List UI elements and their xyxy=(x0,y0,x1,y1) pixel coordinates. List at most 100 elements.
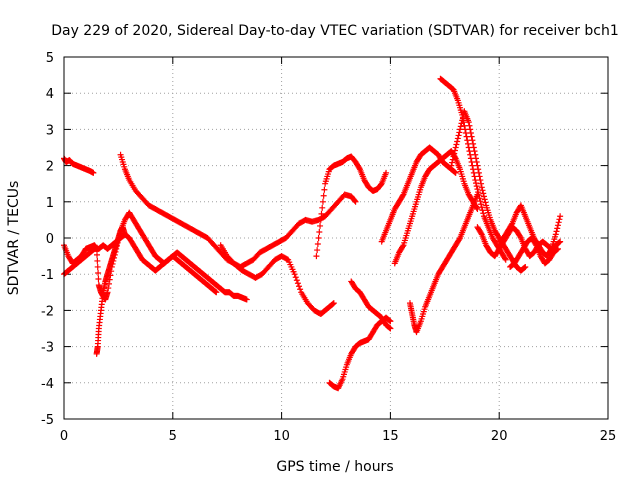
data-point xyxy=(294,280,301,287)
data-point xyxy=(284,256,291,263)
data-point xyxy=(317,216,324,223)
series-trace-7 xyxy=(313,153,390,260)
data-point xyxy=(476,195,483,202)
data-point xyxy=(456,129,463,136)
data-point xyxy=(482,199,489,206)
data-point xyxy=(462,130,469,137)
data-point xyxy=(479,187,486,194)
data-point xyxy=(94,263,101,270)
data-point xyxy=(477,198,484,205)
data-point xyxy=(473,158,480,165)
data-point xyxy=(467,155,474,162)
x-tick-label: 20 xyxy=(491,429,508,444)
data-point xyxy=(459,117,466,124)
data-point xyxy=(474,186,481,193)
data-point xyxy=(475,189,482,196)
data-point xyxy=(451,150,458,157)
data-point xyxy=(478,180,485,187)
data-point xyxy=(450,153,457,160)
data-point xyxy=(473,183,480,190)
axis-ticks: -5 -4 -3 -2 -1 0 1 2 3 4 5 0 5 10 15 20 25 xyxy=(41,51,616,444)
data-point xyxy=(472,177,479,184)
series-trace-6 xyxy=(217,242,337,318)
data-point xyxy=(351,197,358,204)
data-point xyxy=(313,253,320,260)
data-point xyxy=(502,255,509,262)
y-tick-label: 0 xyxy=(46,232,54,247)
data-point xyxy=(472,151,479,158)
data-point xyxy=(121,231,128,238)
data-point xyxy=(317,222,324,229)
data-point xyxy=(387,318,394,325)
data-point xyxy=(479,207,486,214)
data-point xyxy=(296,283,303,290)
data-point xyxy=(554,222,561,229)
data-point xyxy=(467,151,474,158)
y-tick-label: 5 xyxy=(46,51,54,66)
data-point xyxy=(449,159,456,166)
y-tick-label: -2 xyxy=(41,304,54,319)
data-point xyxy=(213,289,220,296)
data-point xyxy=(386,324,393,331)
data-point xyxy=(554,225,561,232)
data-point xyxy=(315,235,322,241)
data-point xyxy=(471,148,478,155)
data-point xyxy=(319,204,326,211)
data-point xyxy=(90,169,97,176)
data-point xyxy=(454,135,461,142)
y-tick-label: -5 xyxy=(41,413,54,428)
data-point xyxy=(292,274,299,281)
data-point xyxy=(555,219,562,226)
data-point xyxy=(106,276,113,283)
data-point xyxy=(321,186,328,193)
data-point xyxy=(552,231,559,238)
data-point xyxy=(468,158,475,165)
data-point xyxy=(471,173,478,180)
y-tick-label: 2 xyxy=(46,160,54,175)
data-point xyxy=(451,169,458,176)
data-point xyxy=(557,213,564,220)
data-point xyxy=(386,317,393,324)
data-point xyxy=(95,276,102,283)
data-point xyxy=(532,241,539,248)
data-point xyxy=(320,192,327,199)
x-tick-label: 0 xyxy=(60,429,68,444)
data-point xyxy=(466,148,473,155)
series-trace-4 xyxy=(93,224,128,357)
y-tick-label: -4 xyxy=(41,377,54,392)
data-point xyxy=(522,263,529,270)
data-point xyxy=(465,119,472,126)
data-point xyxy=(399,192,406,199)
data-point xyxy=(468,133,475,140)
data-point xyxy=(453,141,460,148)
data-point xyxy=(480,190,487,197)
data-point xyxy=(454,138,461,145)
data-point xyxy=(399,243,406,250)
data-point xyxy=(105,285,112,292)
data-point xyxy=(470,144,477,151)
data-point xyxy=(469,137,476,144)
data-point xyxy=(293,277,300,284)
data-point xyxy=(478,201,485,208)
data-point xyxy=(94,251,101,258)
data-point xyxy=(475,166,482,173)
x-axis-label: GPS time / hours xyxy=(276,459,393,475)
data-series xyxy=(61,75,564,392)
y-tick-label: -3 xyxy=(41,341,54,356)
x-tick-label: 10 xyxy=(273,429,290,444)
series-trace-12 xyxy=(406,191,481,336)
data-point xyxy=(314,247,321,254)
data-point xyxy=(455,132,462,139)
data-point xyxy=(105,280,112,287)
data-point xyxy=(554,246,561,253)
plot-frame xyxy=(63,56,609,420)
data-point xyxy=(352,198,359,205)
series-trace-1 xyxy=(61,155,97,176)
series-trace-16 xyxy=(496,202,564,260)
data-point xyxy=(517,233,524,240)
data-point xyxy=(481,196,488,203)
data-point xyxy=(475,169,482,176)
data-point xyxy=(502,256,509,263)
data-point xyxy=(456,236,463,243)
data-point xyxy=(465,140,472,147)
